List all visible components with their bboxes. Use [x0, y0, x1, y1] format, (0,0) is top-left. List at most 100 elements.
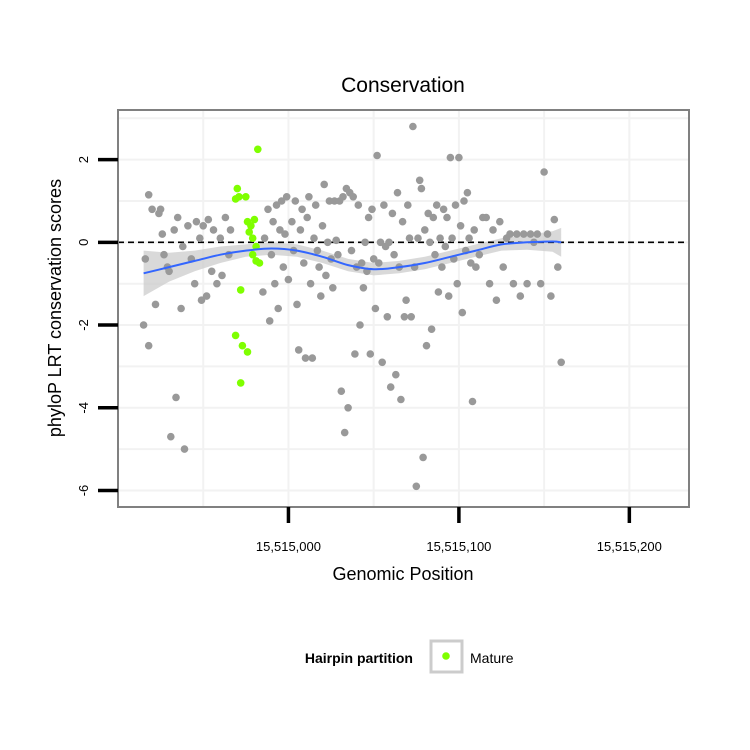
data-point — [347, 246, 356, 255]
data-point — [402, 296, 410, 305]
data-point — [405, 234, 414, 242]
y-tick-label: 0 — [76, 239, 91, 246]
data-point — [144, 191, 153, 199]
data-point — [313, 246, 322, 255]
data-point — [361, 238, 369, 247]
mature-point — [236, 379, 245, 387]
data-point — [332, 236, 341, 245]
data-point — [496, 217, 504, 226]
data-point — [158, 230, 167, 238]
mature-point — [242, 193, 250, 201]
data-point — [281, 230, 289, 238]
mature-point — [255, 259, 264, 267]
data-point — [259, 288, 267, 296]
data-point — [426, 238, 434, 247]
data-point — [190, 279, 199, 288]
data-point — [366, 350, 375, 358]
data-point — [277, 197, 286, 205]
data-point — [310, 234, 318, 242]
data-point — [455, 153, 463, 162]
data-point — [506, 230, 514, 238]
data-point — [303, 213, 312, 222]
y-axis-label: phyloP LRT conservation scores — [45, 179, 65, 437]
data-point — [315, 263, 323, 271]
data-point — [386, 383, 395, 391]
data-point — [320, 180, 329, 189]
data-point — [543, 230, 552, 238]
data-point — [439, 205, 448, 214]
data-point — [288, 217, 296, 226]
mature-point — [231, 195, 240, 203]
data-point — [202, 292, 211, 300]
data-point — [291, 197, 300, 205]
data-point — [318, 222, 327, 230]
data-point — [269, 217, 277, 226]
data-point — [179, 242, 187, 251]
data-point — [218, 271, 226, 280]
x-tick-label: 15,515,100 — [426, 539, 491, 554]
data-point — [390, 250, 398, 259]
data-point — [204, 215, 213, 224]
data-point — [434, 288, 443, 296]
data-point — [284, 275, 293, 284]
data-point — [148, 205, 156, 214]
data-point — [306, 279, 315, 288]
data-point — [427, 325, 436, 334]
data-point — [271, 279, 279, 288]
data-point — [443, 213, 451, 222]
data-point — [279, 263, 288, 271]
data-point — [184, 222, 192, 230]
plot-panel — [118, 110, 689, 507]
data-point — [393, 188, 402, 197]
mature-point — [236, 286, 245, 294]
legend-key-mature-point — [442, 652, 450, 660]
data-point — [337, 387, 346, 396]
data-point — [213, 279, 221, 288]
data-point — [296, 226, 305, 234]
data-point — [550, 215, 559, 224]
data-point — [438, 263, 446, 271]
data-point — [407, 313, 416, 321]
data-point — [305, 193, 313, 201]
mature-point — [231, 331, 240, 340]
data-point — [557, 358, 565, 367]
data-point — [151, 300, 160, 309]
data-point — [485, 279, 494, 288]
data-point — [540, 168, 548, 176]
y-tick-label: -2 — [76, 319, 91, 331]
data-point — [165, 267, 173, 276]
data-point — [397, 395, 405, 404]
data-point — [334, 250, 342, 259]
data-point — [364, 213, 373, 222]
data-point — [329, 284, 337, 292]
data-point — [376, 238, 385, 247]
data-point — [431, 250, 439, 259]
data-point — [448, 234, 456, 242]
x-tick-label: 15,515,200 — [597, 539, 662, 554]
data-point — [300, 259, 308, 267]
data-point — [398, 217, 407, 226]
data-point — [371, 304, 380, 313]
y-tick-label: -6 — [76, 485, 91, 497]
data-point — [424, 209, 433, 218]
data-point — [465, 234, 473, 242]
data-point — [139, 321, 148, 329]
data-point — [499, 263, 508, 271]
data-point — [378, 358, 387, 367]
data-point — [523, 279, 531, 288]
data-point — [167, 432, 175, 441]
data-point — [415, 176, 424, 185]
data-point — [156, 205, 165, 214]
other-points-layer — [139, 122, 565, 491]
y-tick-label: -4 — [76, 402, 91, 414]
data-point — [226, 226, 235, 234]
data-point — [173, 213, 182, 222]
data-point — [375, 259, 383, 267]
data-point — [451, 201, 460, 209]
data-point — [383, 313, 392, 321]
data-point — [526, 230, 535, 238]
data-point — [349, 193, 358, 201]
data-point — [412, 482, 421, 491]
legend-title: Hairpin partition — [305, 650, 413, 666]
